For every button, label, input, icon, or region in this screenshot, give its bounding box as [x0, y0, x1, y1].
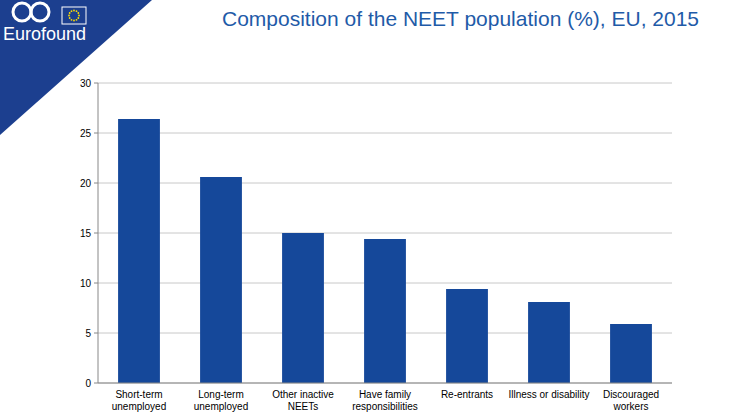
grid-line — [98, 383, 672, 384]
logo-corner — [0, 0, 152, 135]
label-line: Long-term — [198, 389, 244, 400]
label-line: Have family — [359, 389, 411, 400]
grid-line — [98, 133, 672, 134]
bars — [118, 119, 652, 383]
bar — [528, 302, 570, 383]
y-axis — [98, 83, 99, 383]
y-tick-label: 25 — [80, 128, 92, 139]
y-tick-label: 20 — [80, 178, 92, 189]
x-tick-label: Have familyresponsibilities — [352, 389, 418, 412]
label-line: workers — [612, 401, 648, 412]
bar — [446, 289, 488, 383]
label-line: Short-term — [115, 389, 162, 400]
label-line: unemployed — [194, 401, 248, 412]
eu-star — [68, 15, 70, 17]
eu-star — [76, 10, 78, 12]
eu-star — [77, 17, 79, 19]
title: Composition of the NEET population (%), … — [222, 7, 699, 30]
grid-line — [98, 83, 672, 84]
tick-mark — [94, 83, 98, 84]
label-line: unemployed — [112, 401, 166, 412]
eu-star — [69, 17, 71, 19]
eu-star — [78, 15, 80, 17]
x-tick-label: Long-termunemployed — [194, 389, 248, 412]
x-tick-label: Illness or disability — [508, 389, 589, 400]
tick-mark — [94, 233, 98, 234]
x-tick-label: Short-termunemployed — [112, 389, 166, 412]
y-tick-label: 10 — [80, 278, 92, 289]
y-tick-label: 0 — [85, 378, 91, 389]
bar — [282, 233, 324, 383]
tick-mark — [94, 383, 98, 384]
logo-text: Eurofound — [3, 24, 86, 44]
logo-symbol — [31, 3, 49, 21]
eu-star — [71, 19, 73, 21]
eu-star — [69, 12, 71, 14]
eu-star — [73, 10, 75, 12]
tick-mark — [94, 183, 98, 184]
bar — [610, 324, 652, 383]
tick-mark — [94, 133, 98, 134]
bar — [118, 119, 160, 383]
eu-flag — [62, 7, 86, 24]
y-tick-label: 30 — [80, 78, 92, 89]
logo-symbol — [13, 3, 31, 21]
label-line: Discouraged — [603, 389, 659, 400]
label-line: Other inactive — [272, 389, 334, 400]
y-tick-label: 5 — [85, 328, 91, 339]
bar — [200, 177, 242, 383]
chart: Eurofound Composition of the NEET populat… — [0, 0, 746, 419]
y-tick-label: 15 — [80, 228, 92, 239]
x-tick-label: Discouragedworkers — [603, 389, 659, 412]
label-line: Illness or disability — [508, 389, 589, 400]
label-line: NEETs — [288, 401, 319, 412]
eu-star — [76, 19, 78, 21]
bar — [364, 239, 406, 383]
eu-star — [71, 10, 73, 12]
tick-mark — [94, 283, 98, 284]
tick-mark — [94, 333, 98, 334]
grid-line — [98, 183, 672, 184]
grid-line — [98, 233, 672, 234]
x-tick-label: Re-entrants — [441, 389, 493, 400]
label-line: Re-entrants — [441, 389, 493, 400]
eu-star — [73, 20, 75, 22]
x-axis — [98, 383, 672, 384]
x-tick-label: Other inactiveNEETs — [272, 389, 334, 412]
eu-star — [77, 12, 79, 14]
label-line: responsibilities — [352, 401, 418, 412]
